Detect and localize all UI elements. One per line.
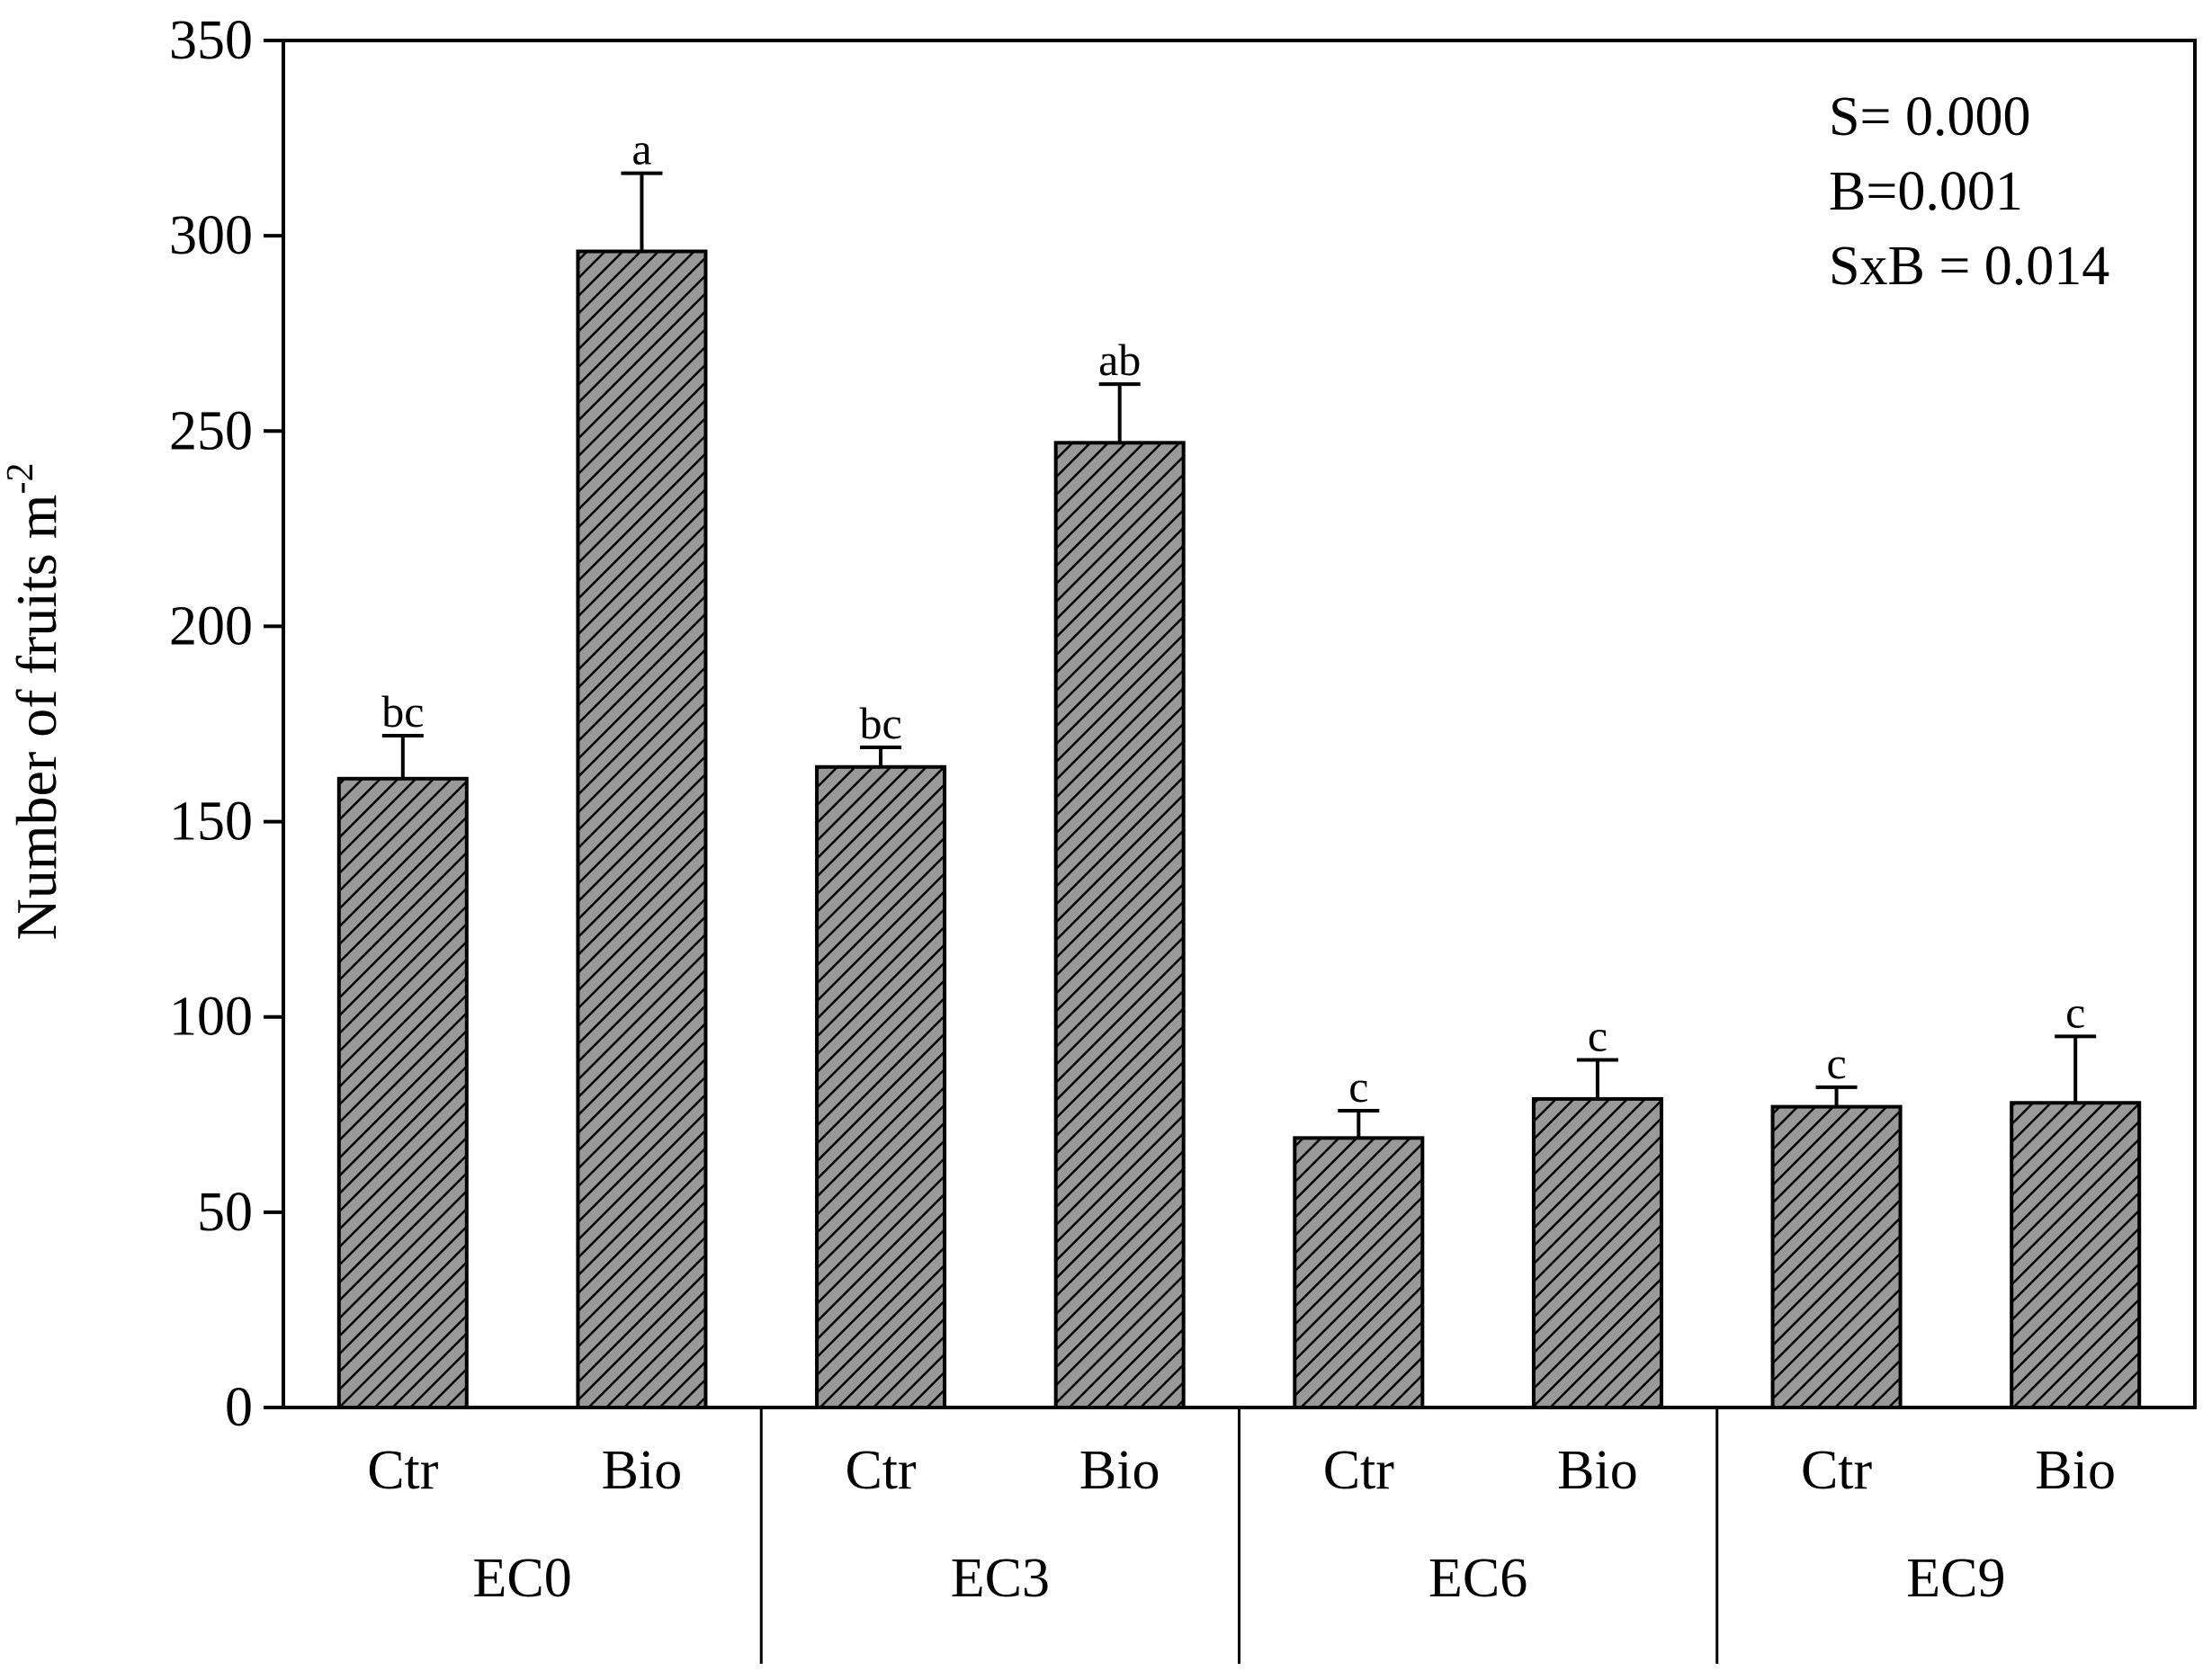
significance-letter: c (1826, 1038, 1846, 1088)
bar (1770, 1104, 1903, 1409)
x-group-label: EC9 (1906, 1548, 2005, 1609)
x-category-label: Ctr (845, 1440, 917, 1501)
bar (1293, 1136, 1425, 1410)
annotation-b: B=0.001 (1829, 161, 2023, 222)
x-category-label: Bio (602, 1440, 683, 1501)
x-category-label: Ctr (1323, 1440, 1395, 1501)
y-tick-label: 150 (169, 791, 253, 853)
x-category-label: Ctr (367, 1440, 439, 1501)
bar (576, 249, 708, 1409)
bar (1053, 441, 1186, 1409)
y-tick-label: 0 (225, 1377, 253, 1438)
svg-text:Number of fruits m-2: Number of fruits m-2 (0, 463, 68, 941)
significance-letter: a (631, 124, 651, 174)
significance-letter: ab (1098, 335, 1141, 385)
significance-letter: c (1588, 1010, 1608, 1060)
stats-annotations: S= 0.000 B=0.001 SxB = 0.014 (1829, 86, 2109, 297)
x-category-label: Ctr (1801, 1440, 1873, 1501)
x-group-label: EC0 (473, 1548, 572, 1609)
y-tick-label: 250 (169, 400, 253, 461)
significance-letter: bc (381, 686, 424, 737)
x-category-label: Bio (1079, 1440, 1160, 1501)
annotation-s: S= 0.000 (1829, 86, 2030, 147)
significance-letter: bc (859, 698, 901, 748)
annotation-sxb: SxB = 0.014 (1829, 236, 2109, 297)
bar (1531, 1096, 1663, 1410)
y-tick-label: 200 (169, 595, 253, 657)
y-axis-label: Number of fruits m-2 (0, 463, 68, 941)
y-axis-label-superscript: -2 (0, 463, 41, 495)
y-tick-label: 50 (197, 1182, 253, 1243)
bar (815, 764, 947, 1409)
y-tick-label: 350 (169, 10, 253, 71)
bar (2010, 1101, 2142, 1410)
y-tick-label: 100 (169, 987, 253, 1048)
y-tick-label: 300 (169, 205, 253, 266)
significance-letter: c (2065, 987, 2085, 1037)
y-axis-label-text: Number of fruits m (4, 495, 68, 941)
significance-letter: c (1348, 1061, 1368, 1112)
x-category-label: Bio (1557, 1440, 1638, 1501)
x-category-label: Bio (2035, 1440, 2116, 1501)
x-group-label: EC6 (1428, 1548, 1527, 1609)
x-group-label: EC3 (951, 1548, 1050, 1609)
bar (336, 776, 469, 1409)
